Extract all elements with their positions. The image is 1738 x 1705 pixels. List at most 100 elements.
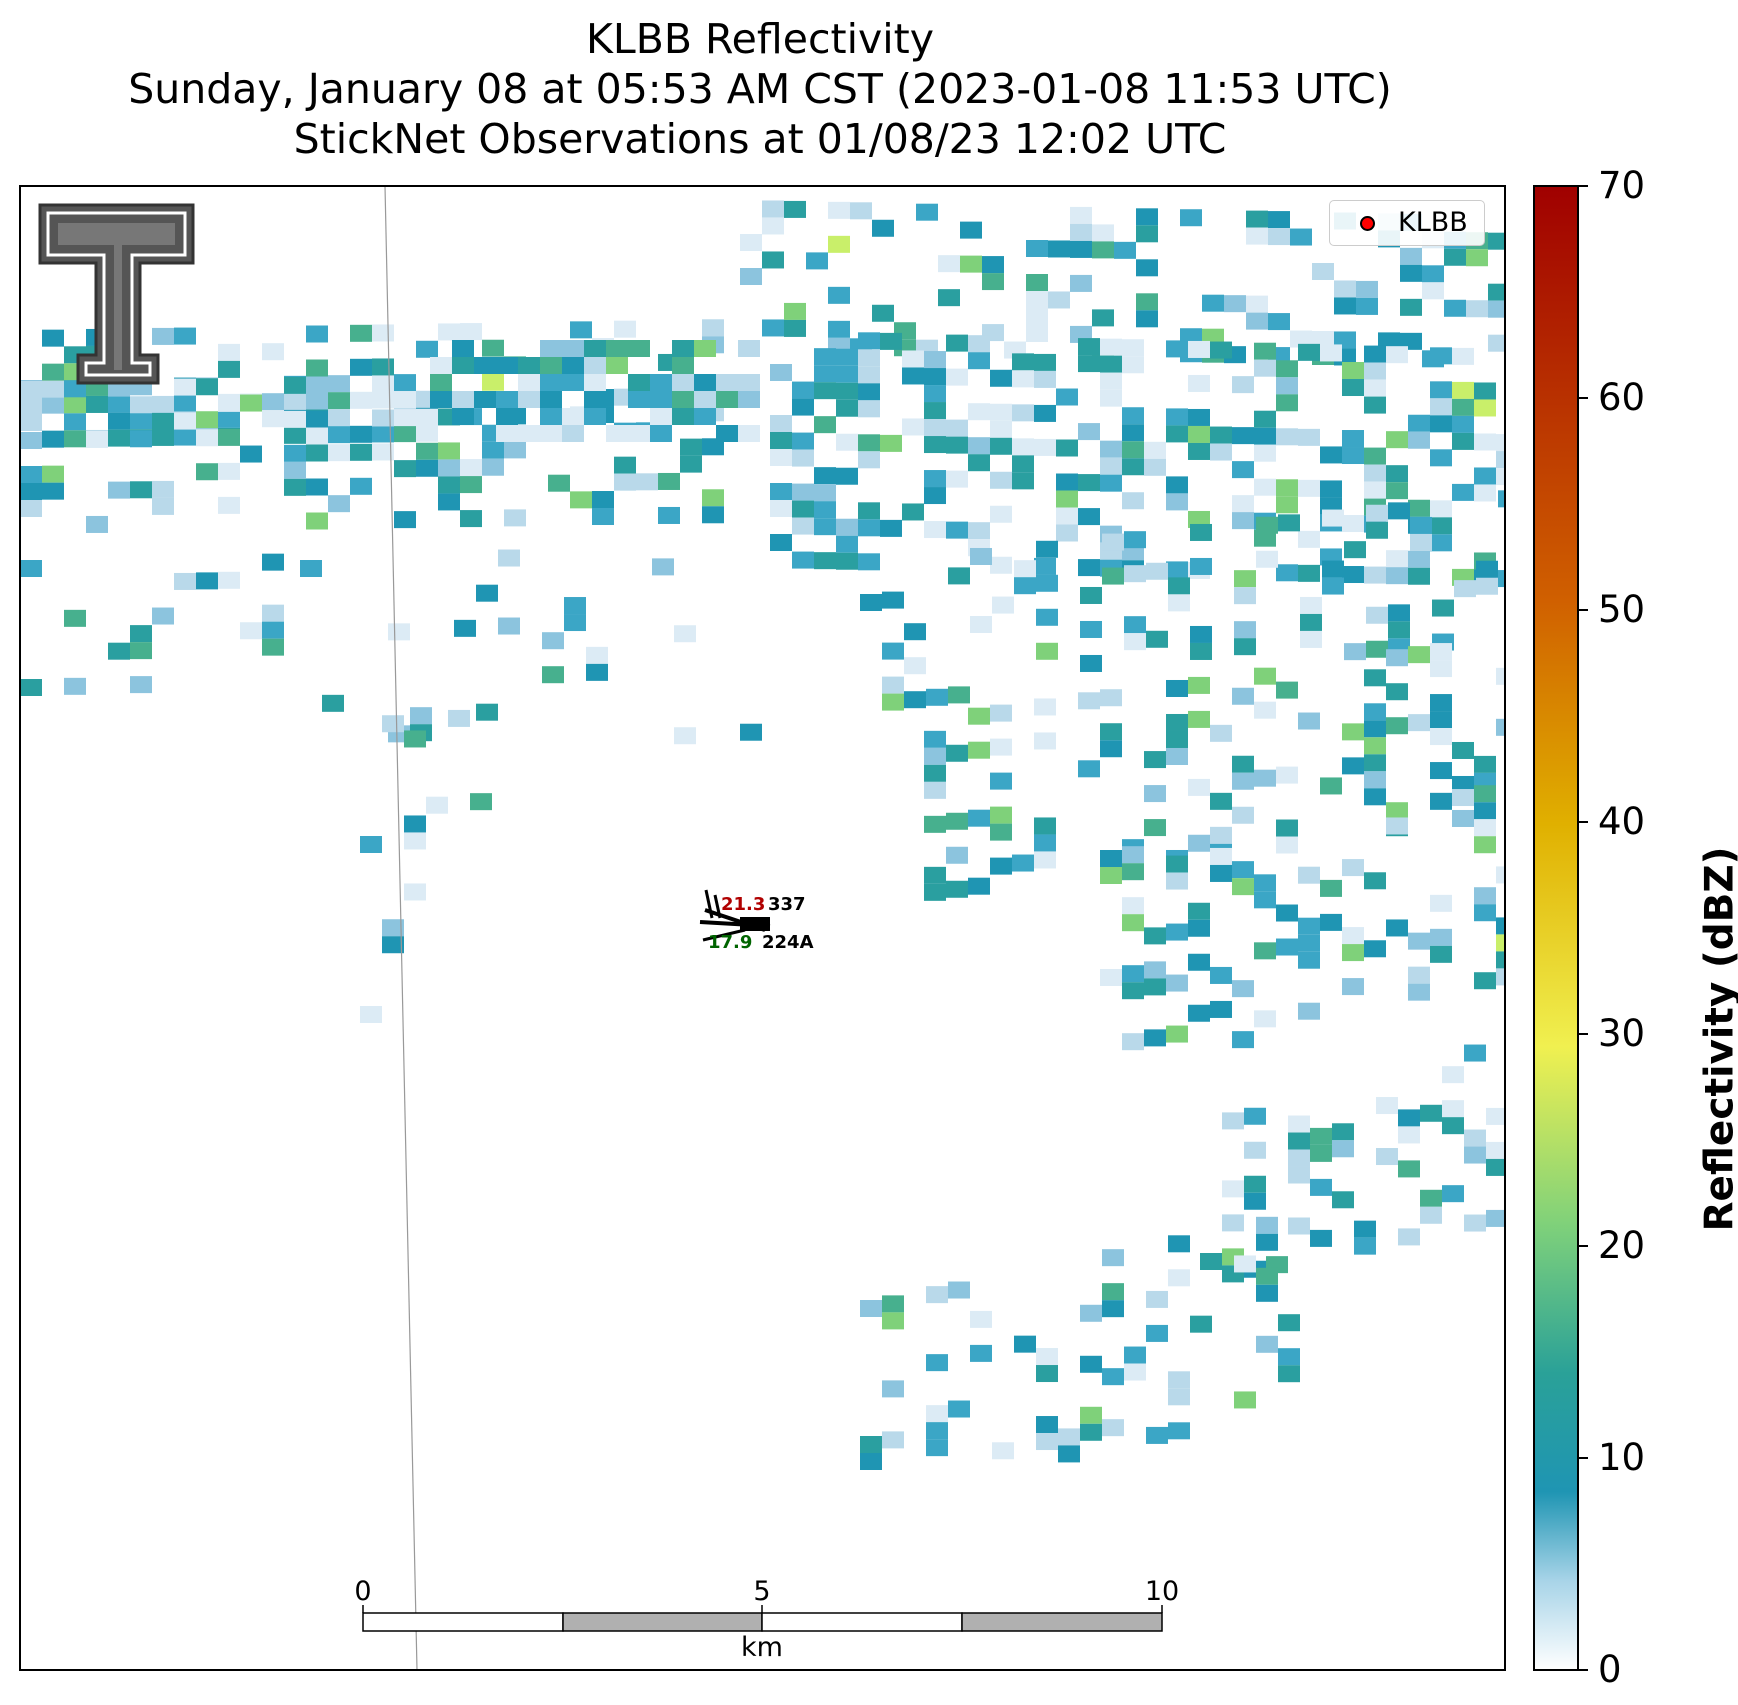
reflectivity-cell: [452, 391, 474, 408]
reflectivity-cell: [42, 465, 64, 483]
reflectivity-cell: [1100, 355, 1122, 373]
colorbar-tick-label: 10: [1598, 1436, 1646, 1479]
reflectivity-cell: [1408, 550, 1430, 568]
reflectivity-cell: [108, 395, 130, 413]
reflectivity-cell: [1080, 1304, 1102, 1322]
reflectivity-cell: [948, 1400, 970, 1418]
reflectivity-cell: [970, 547, 992, 565]
reflectivity-cell: [196, 411, 218, 429]
reflectivity-cell: [1386, 919, 1408, 937]
reflectivity-cell: [394, 391, 416, 409]
reflectivity-cell: [1474, 785, 1496, 803]
reflectivity-cell: [992, 1442, 1014, 1460]
reflectivity-cell: [740, 234, 762, 251]
reflectivity-cell: [1420, 1104, 1442, 1122]
reflectivity-cell: [152, 497, 174, 515]
station-id-label: 337: [768, 894, 806, 915]
reflectivity-cell: [850, 202, 872, 220]
reflectivity-cell: [562, 340, 584, 357]
reflectivity-cell: [1332, 1123, 1354, 1141]
reflectivity-cell: [1122, 407, 1144, 425]
reflectivity-cell: [1122, 441, 1144, 459]
reflectivity-cell: [1364, 720, 1386, 738]
reflectivity-cell: [1298, 428, 1320, 446]
reflectivity-cell: [1210, 443, 1232, 461]
reflectivity-cell: [438, 459, 460, 477]
reflectivity-cell: [946, 436, 968, 454]
reflectivity-cell: [1246, 210, 1268, 228]
reflectivity-cell: [702, 438, 724, 456]
reflectivity-cell: [1244, 1107, 1266, 1125]
reflectivity-cell: [1144, 961, 1166, 979]
reflectivity-cell: [1276, 496, 1298, 514]
reflectivity-cell: [306, 325, 328, 343]
reflectivity-cell: [1232, 687, 1254, 705]
reflectivity-cell: [372, 425, 394, 443]
colorbar-tick-label: 20: [1598, 1224, 1646, 1267]
texas-tech-logo-icon: [38, 203, 195, 385]
reflectivity-cell: [1298, 530, 1320, 548]
reflectivity-cell: [470, 793, 492, 811]
reflectivity-cell: [1400, 298, 1422, 316]
reflectivity-cell: [1430, 415, 1452, 433]
scale-bar-tick-label: 0: [354, 1576, 372, 1607]
reflectivity-cell: [652, 558, 674, 576]
reflectivity-cell: [1452, 415, 1474, 433]
reflectivity-cell: [1430, 711, 1452, 729]
reflectivity-cell: [814, 382, 836, 400]
colorbar-tick-label: 70: [1598, 164, 1646, 207]
reflectivity-cell: [1298, 917, 1320, 935]
reflectivity-cell: [1122, 965, 1144, 983]
reflectivity-cell: [1188, 902, 1210, 920]
reflectivity-cell: [1386, 817, 1408, 835]
reflectivity-cell: [882, 693, 904, 711]
reflectivity-cell: [1364, 447, 1386, 465]
reflectivity-cell: [1036, 1416, 1058, 1434]
map-title: KLBB Reflectivity: [586, 15, 934, 63]
reflectivity-cell: [606, 340, 628, 357]
reflectivity-cell: [1080, 1423, 1102, 1441]
reflectivity-cell: [1334, 331, 1356, 349]
reflectivity-cell: [1168, 577, 1190, 595]
reflectivity-cell: [924, 730, 946, 748]
reflectivity-cell: [460, 459, 482, 477]
reflectivity-cell: [504, 441, 526, 459]
reflectivity-cell: [218, 496, 240, 514]
reflectivity-cell: [1100, 457, 1122, 475]
reflectivity-cell: [1268, 211, 1290, 229]
reflectivity-cell: [592, 508, 614, 526]
reflectivity-cell: [482, 458, 504, 476]
reflectivity-cell: [1474, 399, 1496, 417]
reflectivity-cell: [1342, 566, 1364, 584]
reflectivity-cell: [770, 432, 792, 449]
reflectivity-cell: [1210, 724, 1232, 742]
reflectivity-cell: [1102, 567, 1124, 585]
reflectivity-cell: [738, 425, 760, 442]
reflectivity-cell: [570, 491, 592, 509]
reflectivity-cell: [762, 319, 784, 337]
reflectivity-cell: [1146, 1290, 1168, 1308]
reflectivity-cell: [1100, 389, 1122, 407]
reflectivity-cell: [1102, 1368, 1124, 1386]
reflectivity-cell: [460, 323, 482, 341]
colorbar-tick-label: 0: [1598, 1648, 1622, 1691]
station-temperature: 21.3: [721, 894, 766, 915]
reflectivity-cell: [394, 460, 416, 478]
reflectivity-cell: [1026, 324, 1048, 342]
reflectivity-cell: [1080, 1355, 1102, 1373]
reflectivity-cell: [1386, 482, 1408, 500]
reflectivity-cell: [1430, 500, 1452, 518]
reflectivity-cell: [1488, 283, 1505, 301]
reflectivity-cell: [1288, 1217, 1310, 1235]
reflectivity-cell: [1488, 232, 1505, 250]
reflectivity-cell: [946, 521, 968, 539]
reflectivity-cell: [1474, 382, 1496, 400]
reflectivity-cell: [1188, 374, 1210, 392]
reflectivity-cell: [42, 380, 64, 398]
reflectivity-cell: [1168, 1269, 1190, 1287]
reflectivity-cell: [1124, 616, 1146, 634]
reflectivity-cell: [902, 418, 924, 436]
reflectivity-cell: [1496, 468, 1505, 486]
reflectivity-cell: [860, 1453, 882, 1470]
reflectivity-cell: [1234, 587, 1256, 605]
